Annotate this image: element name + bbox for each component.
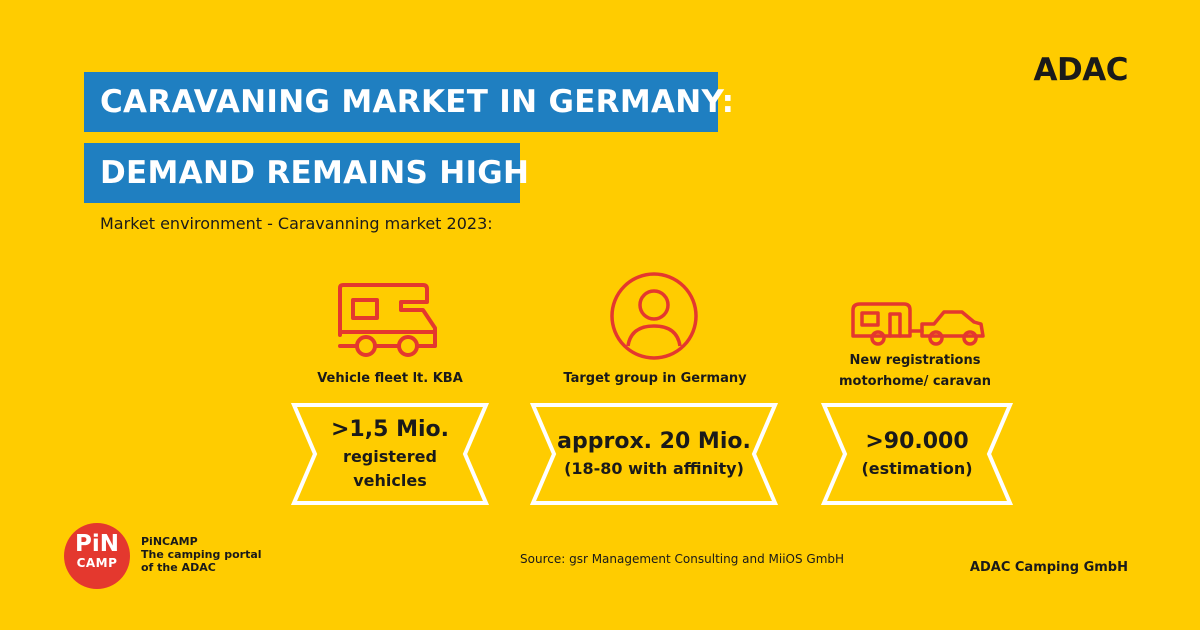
stat-label-target: Target group in Germany: [563, 371, 747, 386]
pincamp-caption: PiNCAMP The camping portal of the ADAC: [141, 535, 262, 574]
stat-detail-fleet-line1: registered: [343, 447, 437, 466]
pincamp-caption-line2: The camping portal: [141, 548, 262, 561]
stat-panel-target: approx. 20 Mio. (18-80 with affinity): [530, 402, 778, 506]
motorhome-icon: [335, 280, 441, 360]
stat-value-fleet: >1,5 Mio.: [331, 417, 449, 442]
stat-panel-fleet: >1,5 Mio. registered vehicles: [291, 402, 489, 506]
stat-label-registrations: New registrations motorhome/ caravan: [800, 350, 1030, 392]
pincamp-caption-line3: of the ADAC: [141, 561, 216, 574]
stat-label-registrations-line1: New registrations: [849, 353, 981, 368]
stat-detail-registrations: (estimation): [861, 459, 973, 478]
company-name: ADAC Camping GmbH: [969, 560, 1128, 575]
pincamp-logo-line2: CAMP: [76, 556, 118, 570]
source-note: Source: gsr Management Consulting and Mi…: [520, 552, 845, 566]
stat-panel-registrations: >90.000 (estimation): [821, 402, 1013, 506]
stat-label-registrations-line2: motorhome/ caravan: [838, 374, 992, 389]
page-title-line1: CARAVANING MARKET IN GERMANY:: [84, 72, 734, 132]
stat-value-registrations: >90.000: [865, 429, 969, 454]
stat-detail-fleet-line2: vehicles: [353, 471, 427, 490]
subtitle: Market environment - Caravanning market …: [100, 214, 493, 233]
stat-value-target: approx. 20 Mio.: [557, 429, 751, 454]
stat-label-fleet: Vehicle fleet lt. KBA: [317, 371, 463, 386]
adac-logo: ADAC: [1033, 52, 1129, 88]
pincamp-logo: PiN CAMP: [64, 523, 130, 589]
page-title-line2: DEMAND REMAINS HIGH: [84, 143, 529, 203]
person-icon: [609, 271, 699, 361]
car-caravan-icon: [850, 300, 986, 346]
pincamp-caption-line1: PiNCAMP: [141, 535, 198, 548]
pincamp-logo-line1: PiN: [75, 531, 119, 557]
stat-detail-target: (18-80 with affinity): [564, 459, 744, 478]
